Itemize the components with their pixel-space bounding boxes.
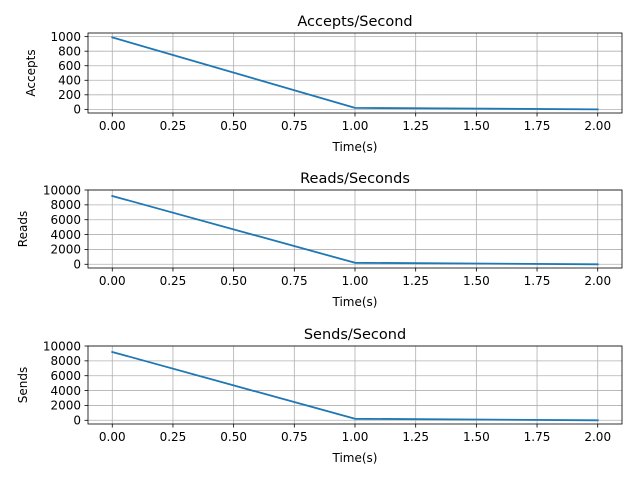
y-tick-label: 0 — [73, 103, 81, 117]
x-tick-label: 1.50 — [463, 430, 490, 444]
x-tick-label: 0.00 — [99, 430, 126, 444]
chart-title: Accepts/Second — [297, 14, 412, 30]
y-tick-label: 2000 — [50, 243, 81, 257]
x-tick-label: 2.00 — [584, 430, 611, 444]
x-tick-label: 1.75 — [524, 430, 551, 444]
y-tick-label: 200 — [58, 88, 81, 102]
chart-title: Sends/Second — [304, 327, 406, 343]
y-tick-label: 1000 — [50, 30, 81, 44]
x-tick-label: 1.50 — [463, 274, 490, 288]
x-tick-label: 0.75 — [281, 430, 308, 444]
x-tick-label: 0.50 — [220, 430, 247, 444]
x-axis-label: Time(s) — [332, 295, 378, 309]
x-tick-label: 1.00 — [342, 119, 369, 133]
series-line — [111, 36, 599, 111]
y-axis-label: Sends — [16, 367, 30, 403]
y-tick-label: 400 — [58, 74, 81, 88]
x-tick-label: 1.00 — [342, 430, 369, 444]
y-tick-label: 6000 — [50, 213, 81, 227]
x-tick-label: 0.50 — [220, 274, 247, 288]
x-tick-label: 1.00 — [342, 274, 369, 288]
x-tick-label: 1.50 — [463, 119, 490, 133]
x-tick-label: 0.00 — [99, 119, 126, 133]
x-axis-label: Time(s) — [332, 451, 378, 465]
x-tick-label: 0.25 — [160, 119, 187, 133]
chart-title: Reads/Seconds — [300, 171, 410, 187]
x-tick-label: 0.00 — [99, 274, 126, 288]
y-tick-label: 4000 — [50, 228, 81, 242]
series-line — [111, 350, 599, 422]
x-tick-label: 0.50 — [220, 119, 247, 133]
x-axis-label: Time(s) — [332, 140, 378, 154]
x-tick-label: 1.25 — [402, 274, 429, 288]
y-axis-label: Accepts — [24, 49, 38, 96]
x-tick-label: 0.25 — [160, 274, 187, 288]
y-tick-label: 0 — [73, 258, 81, 272]
y-tick-label: 600 — [58, 59, 81, 73]
y-tick-label: 0 — [73, 414, 81, 428]
y-axis-label: Reads — [16, 211, 30, 247]
x-tick-label: 1.25 — [402, 430, 429, 444]
y-tick-label: 8000 — [50, 354, 81, 368]
y-tick-label: 10000 — [43, 339, 81, 353]
y-tick-label: 10000 — [43, 183, 81, 197]
y-tick-label: 8000 — [50, 198, 81, 212]
x-tick-label: 0.75 — [281, 274, 308, 288]
x-tick-label: 0.75 — [281, 119, 308, 133]
y-tick-label: 4000 — [50, 384, 81, 398]
series-line — [111, 194, 599, 266]
x-tick-label: 0.25 — [160, 430, 187, 444]
x-tick-label: 1.75 — [524, 119, 551, 133]
y-tick-label: 6000 — [50, 369, 81, 383]
x-tick-label: 2.00 — [584, 274, 611, 288]
y-tick-label: 800 — [58, 44, 81, 58]
y-tick-label: 2000 — [50, 399, 81, 413]
x-tick-label: 1.75 — [524, 274, 551, 288]
x-tick-label: 1.25 — [402, 119, 429, 133]
x-tick-label: 2.00 — [584, 119, 611, 133]
